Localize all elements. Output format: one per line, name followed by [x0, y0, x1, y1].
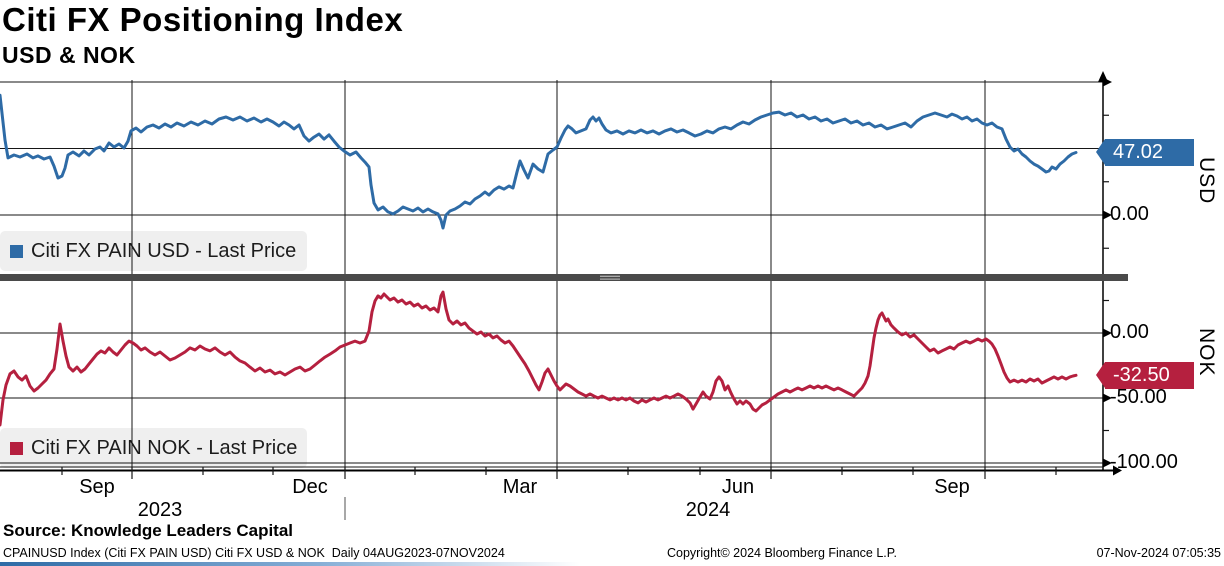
usd-axis-name: USD — [1195, 157, 1218, 205]
badge-arrow-icon — [1096, 139, 1105, 165]
x-axis-year-label: 2023 — [137, 499, 183, 521]
copyright-notice: Copyright© 2024 Bloomberg Finance L.P. — [667, 546, 897, 560]
x-axis-month-label: Jun — [721, 476, 755, 498]
axes — [0, 71, 1122, 520]
divider-bar — [0, 274, 1128, 281]
usd-legend-box[interactable] — [0, 231, 307, 271]
divider-drag-handle-icon[interactable] — [600, 275, 620, 280]
y-tick-label: 0.00 — [1110, 321, 1149, 343]
x-axis-month-label: Sep — [934, 476, 970, 498]
x-axis-arrow-icon — [1113, 465, 1122, 476]
usd-legend-label: Citi FX PAIN USD - Last Price — [31, 240, 297, 262]
usd-last-price: 47.02 — [1113, 141, 1164, 163]
usd-last-price-badge: 47.02 — [1096, 139, 1194, 166]
x-axis-year-label: 2024 — [685, 499, 731, 521]
page-subtitle: USD & NOK — [2, 42, 136, 68]
x-axis-month-label: Mar — [502, 476, 538, 498]
bottom-accent-bar — [0, 562, 580, 566]
nok-last-price: -32.50 — [1113, 364, 1170, 386]
nok-legend-label: Citi FX PAIN NOK - Last Price — [31, 437, 298, 459]
ticker-info: CPAINUSD Index (Citi FX PAIN USD) Citi F… — [3, 546, 505, 560]
y-tick-label: 0.00 — [1110, 203, 1149, 225]
y-tick-label: -100.00 — [1110, 451, 1178, 473]
nok-axis-name: NOK — [1195, 328, 1218, 377]
page-title: Citi FX Positioning Index — [2, 1, 404, 38]
nok-last-price-badge: -32.50 — [1096, 362, 1194, 389]
timestamp: 07-Nov-2024 07:05:35 — [1096, 546, 1221, 560]
nok-series-chip-icon — [10, 442, 23, 455]
price-lines — [0, 93, 1078, 427]
gridlines — [0, 80, 1103, 467]
y-tick-label: -50.00 — [1110, 386, 1167, 408]
x-axis-month-label: Sep — [79, 476, 115, 498]
nok-legend-box[interactable] — [0, 428, 307, 468]
panel-divider — [0, 274, 1128, 281]
badge-arrow-icon — [1096, 362, 1105, 388]
x-axis-month-label: Dec — [292, 476, 328, 498]
source-credit: Source: Knowledge Leaders Capital — [3, 521, 294, 540]
usd-series-chip-icon — [10, 245, 23, 258]
